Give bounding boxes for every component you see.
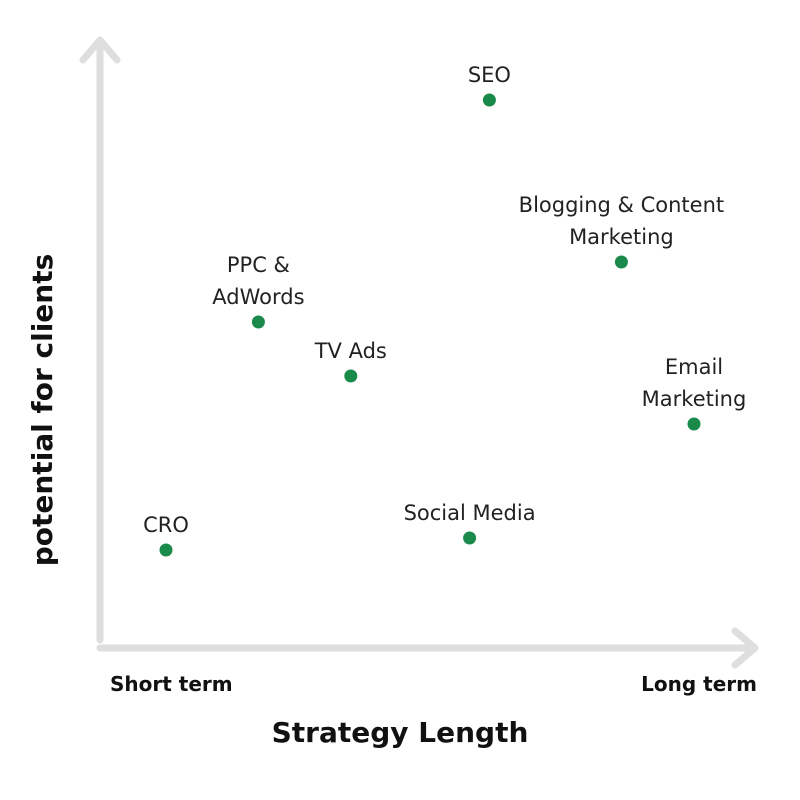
- x-axis-arrowhead: [731, 627, 759, 669]
- data-point-group: Social Media: [404, 501, 536, 545]
- data-point-label: Marketing: [642, 387, 747, 411]
- data-point-label: CRO: [143, 513, 189, 537]
- data-point-marker: [344, 369, 358, 383]
- data-point-group: Blogging & Content Marketing: [519, 193, 724, 269]
- data-point-group: PPC & AdWords: [212, 253, 305, 329]
- data-point-label: PPC &: [227, 253, 290, 277]
- data-point-label: Social Media: [404, 501, 536, 525]
- data-point-marker: [687, 417, 701, 431]
- data-point-marker: [614, 255, 628, 269]
- data-point-group: TV Ads: [314, 339, 387, 383]
- x-axis-title: Strategy Length: [272, 716, 529, 749]
- data-point-label: TV Ads: [314, 339, 387, 363]
- data-point-label: AdWords: [212, 285, 304, 309]
- data-point-marker: [463, 531, 477, 545]
- data-point-label: Email: [665, 355, 723, 379]
- data-point-marker: [251, 315, 265, 329]
- data-point-marker: [159, 543, 173, 557]
- y-axis-arrowhead: [79, 36, 121, 64]
- axes: [79, 36, 759, 669]
- points-layer: SEO Blogging & Content Marketing PPC & AdWor…: [143, 63, 746, 557]
- data-point-label: Blogging & Content: [519, 193, 724, 217]
- x-tick-label-end: Long term: [641, 672, 757, 696]
- data-point-group: CRO: [143, 513, 189, 557]
- data-point-label: SEO: [468, 63, 511, 87]
- data-point-group: Email Marketing: [642, 355, 747, 431]
- data-point-marker: [482, 93, 496, 107]
- data-point-label: Marketing: [569, 225, 674, 249]
- x-tick-label-start: Short term: [110, 672, 233, 696]
- y-axis-title: potential for clients: [26, 254, 59, 567]
- data-point-group: SEO: [468, 63, 511, 107]
